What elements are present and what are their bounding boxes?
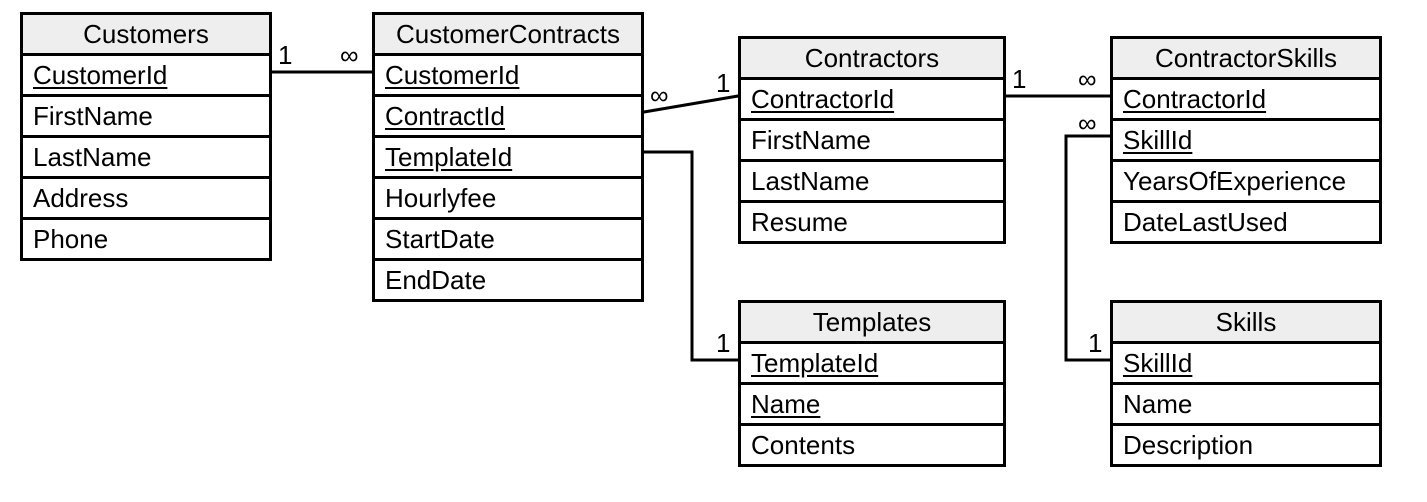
entity-column: Hourlyfee	[372, 179, 644, 220]
cardinality-label: ∞	[650, 80, 669, 111]
entity-title: Templates	[738, 300, 1006, 344]
entity-title: ContractorSkills	[1110, 36, 1382, 80]
entity-column: Contents	[738, 426, 1006, 467]
cardinality-label: ∞	[1078, 108, 1097, 139]
entity-column: Address	[20, 179, 272, 220]
entity-contractors: Contractors ContractorId FirstName LastN…	[738, 36, 1006, 244]
entity-column: FirstName	[738, 121, 1006, 162]
er-diagram: 1 ∞ ∞ 1 1 ∞ 1 1 ∞ Customers CustomerId F…	[0, 0, 1427, 502]
cardinality-label: 1	[716, 68, 730, 99]
cardinality-label: ∞	[1078, 64, 1097, 95]
entity-contractor-skills: ContractorSkills ContractorId SkillId Ye…	[1110, 36, 1382, 244]
entity-column: ContractorId	[1110, 80, 1382, 121]
entity-column: ContractId	[372, 97, 644, 138]
entity-column: Name	[1110, 385, 1382, 426]
entity-column: DateLastUsed	[1110, 203, 1382, 244]
entity-column: EndDate	[372, 261, 644, 302]
entity-column: CustomerId	[372, 56, 644, 97]
entity-customers: Customers CustomerId FirstName LastName …	[20, 12, 272, 261]
entity-column: SkillId	[1110, 344, 1382, 385]
entity-column: TemplateId	[738, 344, 1006, 385]
entity-column: Name	[738, 385, 1006, 426]
entity-customer-contracts: CustomerContracts CustomerId ContractId …	[372, 12, 644, 302]
cardinality-label: 1	[278, 40, 292, 71]
rel-contractorskills-skills	[1066, 136, 1110, 360]
entity-templates: Templates TemplateId Name Contents	[738, 300, 1006, 467]
entity-title: Contractors	[738, 36, 1006, 80]
entity-column: SkillId	[1110, 121, 1382, 162]
entity-column: Resume	[738, 203, 1006, 244]
entity-column: FirstName	[20, 97, 272, 138]
entity-title: Customers	[20, 12, 272, 56]
cardinality-label: 1	[1012, 64, 1026, 95]
entity-skills: Skills SkillId Name Description	[1110, 300, 1382, 467]
entity-column: ContractorId	[738, 80, 1006, 121]
cardinality-label: 1	[1088, 328, 1102, 359]
entity-column: LastName	[738, 162, 1006, 203]
entity-column: Description	[1110, 426, 1382, 467]
entity-column: LastName	[20, 138, 272, 179]
cardinality-label: ∞	[340, 40, 359, 71]
entity-column: CustomerId	[20, 56, 272, 97]
entity-column: StartDate	[372, 220, 644, 261]
entity-column: Phone	[20, 220, 272, 261]
entity-title: CustomerContracts	[372, 12, 644, 56]
cardinality-label: 1	[716, 328, 730, 359]
entity-title: Skills	[1110, 300, 1382, 344]
entity-column: TemplateId	[372, 138, 644, 179]
entity-column: YearsOfExperience	[1110, 162, 1382, 203]
